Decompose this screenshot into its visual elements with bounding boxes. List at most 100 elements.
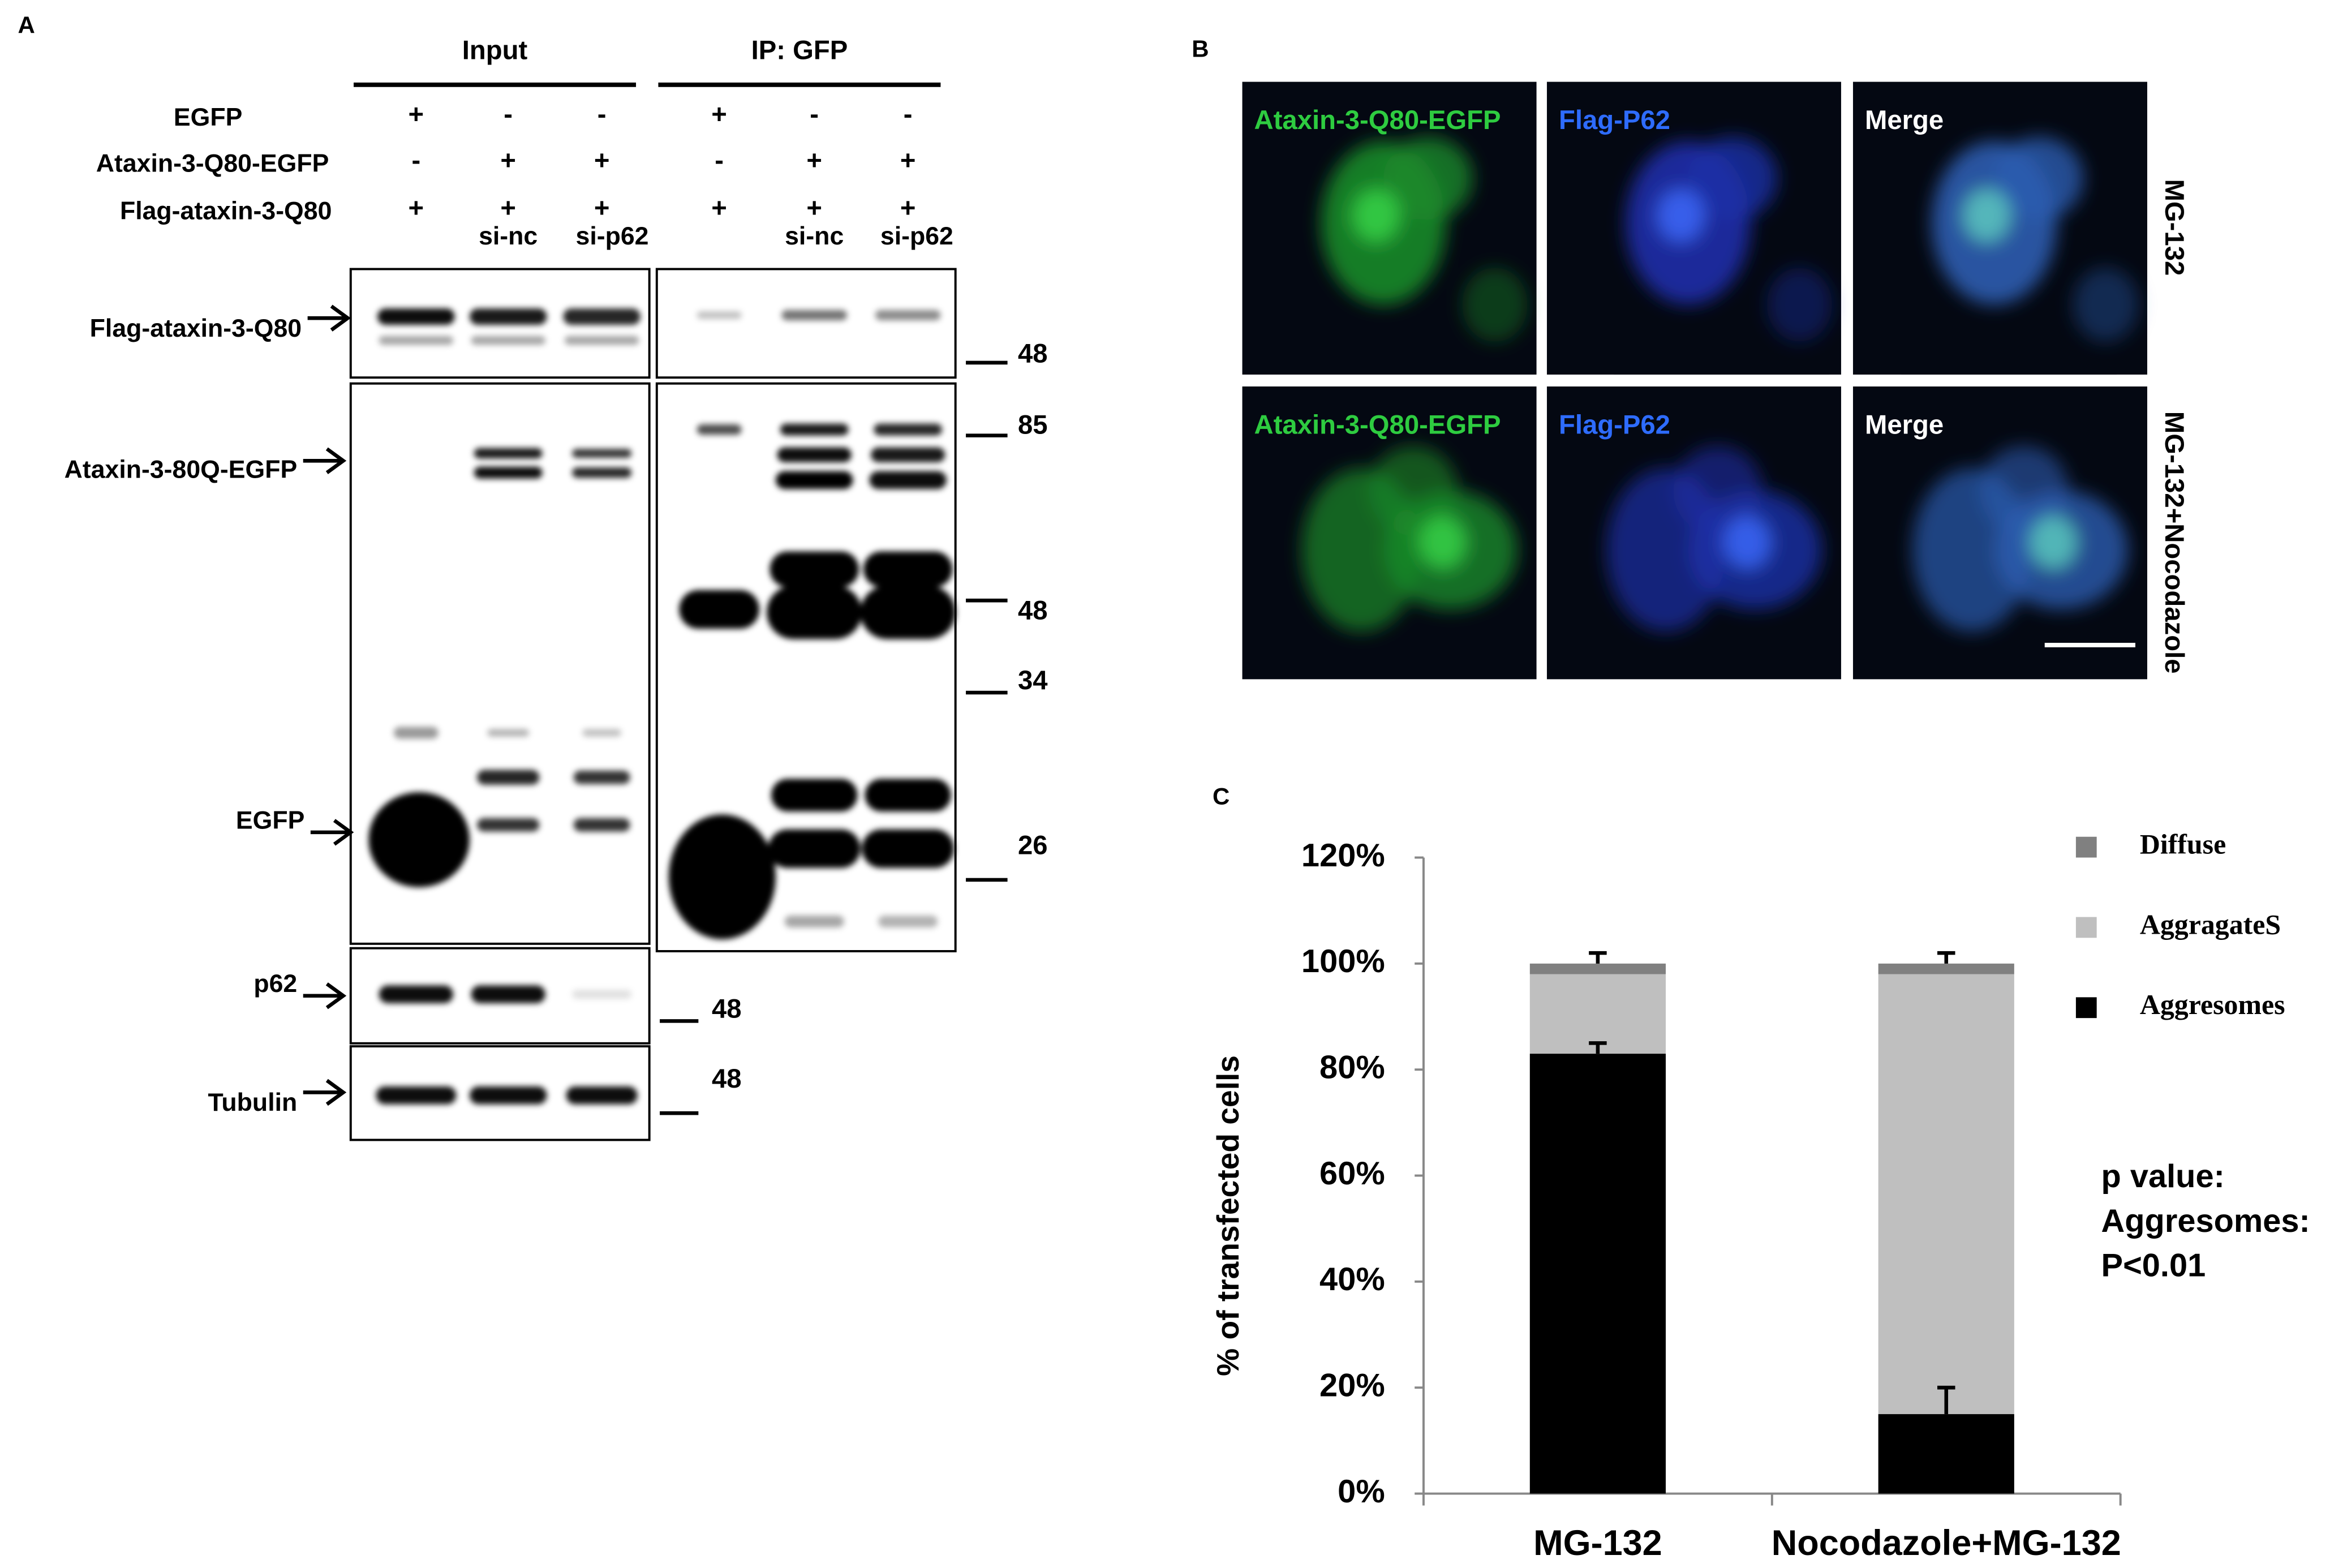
y-tick-label: 40%	[1319, 1261, 1385, 1298]
channel-label: Merge	[1865, 410, 1944, 440]
cell-core	[2030, 515, 2078, 570]
y-tick-label: 60%	[1319, 1155, 1385, 1192]
blot-label: EGFP	[236, 806, 304, 834]
arrow	[310, 819, 354, 846]
blot-band	[771, 779, 858, 812]
marker-label: 26	[1018, 831, 1048, 861]
bar-segment	[1878, 974, 2014, 1415]
blot-band	[474, 466, 543, 479]
blot-band	[775, 471, 853, 489]
marker-label: 48	[712, 1064, 742, 1094]
bar-segment	[1878, 963, 2014, 974]
panel-label: B	[1192, 36, 1209, 62]
column-header: IP: GFP	[751, 36, 848, 66]
cell	[1688, 136, 1778, 220]
arrow	[307, 304, 351, 332]
channel-label: Ataxin-3-Q80-EGFP	[1254, 105, 1501, 135]
cell	[2073, 267, 2139, 342]
blot-band	[573, 818, 630, 832]
blot-band	[379, 985, 454, 1003]
blot-band	[784, 915, 844, 927]
condition-sign: +	[806, 145, 822, 175]
blot-band	[777, 447, 852, 462]
cell-signal	[1606, 446, 1822, 632]
marker-label: 85	[1018, 410, 1048, 440]
condition-sign: +	[594, 145, 610, 175]
legend-swatch	[2075, 997, 2097, 1019]
blot-band	[376, 1086, 457, 1105]
condition-label: Flag-ataxin-3-Q80	[120, 197, 332, 225]
blot-band	[679, 590, 760, 629]
blot-band	[869, 471, 947, 489]
cell-core	[1419, 515, 1467, 570]
blot-band	[572, 990, 632, 999]
blot-band	[769, 551, 859, 587]
blot-band	[566, 1086, 638, 1105]
condition-sign: -	[904, 99, 913, 129]
y-tick-label: 20%	[1319, 1367, 1385, 1403]
cell	[1673, 446, 1762, 535]
condition-label: Ataxin-3-Q80-EGFP	[96, 149, 329, 177]
panel-label: C	[1213, 783, 1230, 810]
arrow	[303, 1079, 347, 1106]
blot-band	[862, 829, 955, 868]
x-tick-label: MG-132	[1533, 1523, 1662, 1563]
blot-label: Flag-ataxin-3-Q80	[90, 315, 302, 342]
cell-signal	[1912, 446, 2128, 632]
cell-core	[1657, 188, 1705, 243]
blot-band	[863, 551, 953, 587]
blot-band	[874, 423, 943, 436]
annotation: p value:	[2101, 1158, 2225, 1195]
condition-sign: +	[806, 193, 822, 223]
marker-label: 48	[1018, 338, 1048, 368]
blot-band	[780, 423, 849, 436]
blot-band	[469, 308, 547, 325]
condition-sign: +	[500, 193, 516, 223]
blot-bands	[368, 308, 956, 1105]
blot-band	[572, 449, 632, 458]
sirna-label: si-p62	[880, 222, 953, 250]
condition-sign: +	[900, 145, 916, 175]
cell-signal	[1626, 136, 1833, 342]
blot-blob	[368, 792, 470, 888]
condition-sign: +	[594, 193, 610, 223]
channel-label: Flag-P62	[1559, 410, 1670, 440]
annotation: P<0.01	[2101, 1248, 2206, 1284]
channel-label: Merge	[1865, 105, 1944, 135]
blot-band	[379, 336, 454, 345]
arrow	[303, 982, 347, 1009]
blot-blob	[668, 814, 776, 939]
condition-label: EGFP	[174, 104, 243, 131]
blot-band	[477, 818, 540, 832]
blot-band	[471, 985, 545, 1003]
blot-band	[487, 729, 529, 737]
blot-band	[477, 770, 540, 785]
bar-segment	[1529, 963, 1666, 974]
marker-label: 48	[1018, 596, 1048, 626]
blot-band	[768, 829, 861, 868]
bar-segment	[1878, 1414, 2014, 1494]
channel-label: Flag-P62	[1559, 105, 1670, 135]
x-tick-label: Nocodazole+MG-132	[1772, 1523, 2121, 1563]
blot-band	[563, 308, 640, 325]
condition-sign: -	[597, 99, 607, 129]
legend-swatch	[2075, 836, 2097, 858]
sirna-label: si-nc	[785, 222, 844, 250]
y-axis-label: % of transfected cells	[1210, 1055, 1245, 1376]
panel-label: A	[18, 12, 35, 38]
channel-label: Ataxin-3-Q80-EGFP	[1254, 410, 1501, 440]
blot-band	[767, 585, 862, 639]
y-tick-label: 0%	[1338, 1474, 1385, 1510]
blot-band	[469, 1086, 547, 1105]
blot-band	[582, 729, 621, 737]
error-bar	[1589, 951, 1607, 964]
condition-sign: -	[504, 99, 513, 129]
legend-label: Diffuse	[2140, 829, 2226, 860]
arrow	[303, 447, 347, 474]
cell	[1994, 136, 2084, 220]
error-bar	[1589, 1041, 1607, 1054]
cell	[1766, 267, 1833, 342]
blot-frame	[655, 268, 957, 379]
annotation: Aggresomes:	[2101, 1203, 2310, 1239]
